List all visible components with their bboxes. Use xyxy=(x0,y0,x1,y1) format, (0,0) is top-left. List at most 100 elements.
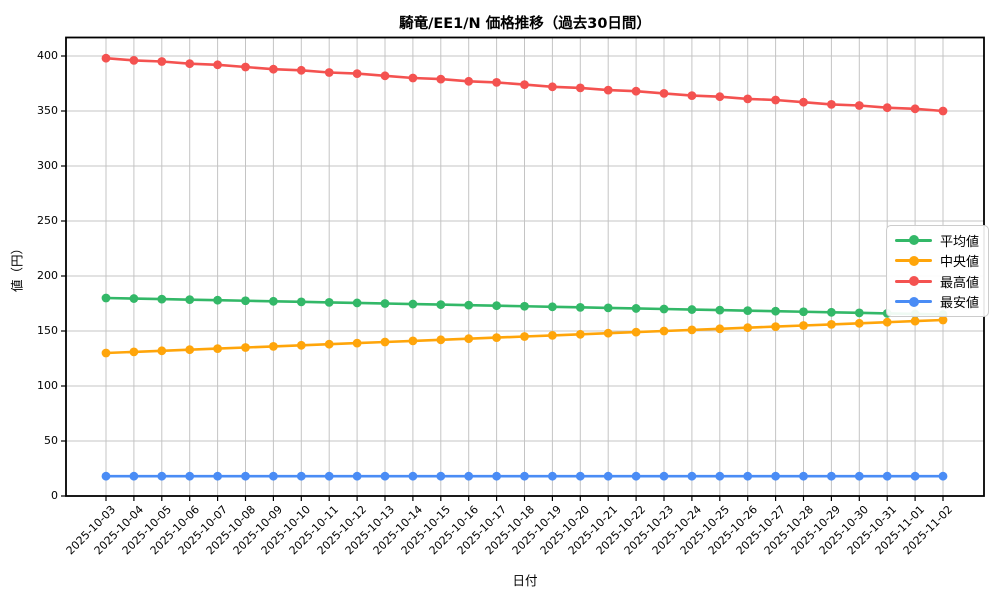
data-point-median xyxy=(129,347,139,357)
y-tick-label: 250 xyxy=(37,214,58,227)
data-point-highest xyxy=(603,85,613,95)
data-point-lowest xyxy=(296,471,306,481)
data-point-median xyxy=(659,326,669,336)
data-point-median xyxy=(631,327,641,337)
data-point-median xyxy=(408,336,418,346)
data-point-highest xyxy=(269,64,278,74)
y-tick-label: 300 xyxy=(37,159,58,172)
data-point-average xyxy=(575,302,585,312)
data-point-average xyxy=(380,299,390,308)
y-tick-label: 400 xyxy=(37,49,58,62)
data-point-lowest xyxy=(854,471,864,481)
data-point-lowest xyxy=(380,471,390,481)
data-point-highest xyxy=(631,86,641,96)
data-point-average xyxy=(659,304,669,314)
data-point-lowest xyxy=(771,471,780,481)
legend: 平均値 中央値 最高値最安値 xyxy=(886,225,990,317)
data-point-average xyxy=(548,302,557,312)
data-point-highest xyxy=(129,56,139,65)
data-point-lowest xyxy=(492,471,501,481)
data-point-average xyxy=(101,293,111,303)
data-point-median xyxy=(157,346,167,356)
data-point-highest xyxy=(854,101,864,110)
data-point-lowest xyxy=(436,471,446,481)
data-point-highest xyxy=(659,89,669,98)
data-point-lowest xyxy=(241,471,250,481)
data-point-highest xyxy=(715,92,725,102)
data-point-lowest xyxy=(938,471,948,481)
data-point-lowest xyxy=(464,471,474,481)
y-tick-label: 50 xyxy=(44,434,58,447)
data-point-highest xyxy=(799,97,808,107)
data-point-median xyxy=(938,315,948,325)
data-point-average xyxy=(436,300,446,309)
data-point-median xyxy=(380,337,390,347)
data-point-average xyxy=(687,305,697,314)
data-point-highest xyxy=(938,106,948,116)
data-point-highest xyxy=(101,53,111,63)
y-axis-label: 値（円） xyxy=(9,241,25,293)
data-point-median xyxy=(575,329,585,339)
data-point-average xyxy=(241,296,250,306)
data-point-highest xyxy=(687,91,697,100)
data-point-median xyxy=(101,348,111,358)
y-tick-label: 100 xyxy=(37,379,58,392)
data-point-highest xyxy=(910,104,920,114)
data-point-average xyxy=(743,306,753,316)
legend-item-average: 平均値 xyxy=(895,230,979,251)
legend-item-lowest: 最安値 xyxy=(895,292,979,313)
data-point-highest xyxy=(352,69,362,78)
data-point-median xyxy=(296,340,306,350)
legend-label: 最安値 xyxy=(940,296,980,312)
data-point-highest xyxy=(324,68,334,77)
data-point-lowest xyxy=(659,471,669,481)
data-point-median xyxy=(269,342,278,351)
data-point-median xyxy=(324,339,334,349)
data-point-median xyxy=(827,320,836,329)
data-point-lowest xyxy=(799,471,808,481)
data-point-lowest xyxy=(185,471,195,481)
data-point-median xyxy=(687,325,697,335)
data-point-average xyxy=(854,308,864,318)
data-point-highest xyxy=(520,80,529,89)
legend-label: 平均値 xyxy=(940,234,980,250)
data-point-lowest xyxy=(743,471,753,481)
data-point-highest xyxy=(408,73,418,83)
data-point-median xyxy=(743,323,753,333)
data-point-median xyxy=(213,344,223,353)
data-point-median xyxy=(352,338,362,348)
data-point-lowest xyxy=(101,471,111,481)
x-axis-label: 日付 xyxy=(512,573,538,588)
data-point-average xyxy=(771,306,780,316)
data-point-lowest xyxy=(882,471,892,481)
data-point-lowest xyxy=(827,471,836,481)
data-point-median xyxy=(241,343,250,352)
data-point-median xyxy=(520,332,529,341)
data-point-average xyxy=(352,298,362,308)
data-point-lowest xyxy=(687,471,697,481)
legend-line-icon xyxy=(895,274,932,288)
data-point-lowest xyxy=(575,471,585,481)
data-point-highest xyxy=(157,57,167,66)
y-tick-label: 350 xyxy=(37,104,58,117)
data-point-highest xyxy=(296,65,306,75)
data-point-highest xyxy=(882,103,892,113)
data-point-lowest xyxy=(269,471,278,481)
data-point-highest xyxy=(575,83,585,93)
data-point-highest xyxy=(827,100,836,109)
data-point-average xyxy=(185,295,195,305)
data-point-highest xyxy=(464,76,474,86)
data-point-lowest xyxy=(910,471,920,481)
data-point-average xyxy=(324,298,334,307)
data-point-average xyxy=(631,304,641,313)
data-point-median xyxy=(771,322,780,331)
data-point-median xyxy=(436,335,446,345)
data-point-lowest xyxy=(408,471,418,481)
legend-item-highest: 最高値 xyxy=(895,271,979,292)
data-point-lowest xyxy=(603,471,613,481)
legend-item-median: 中央値 xyxy=(895,251,979,272)
data-point-highest xyxy=(548,82,557,92)
data-point-highest xyxy=(241,62,250,72)
